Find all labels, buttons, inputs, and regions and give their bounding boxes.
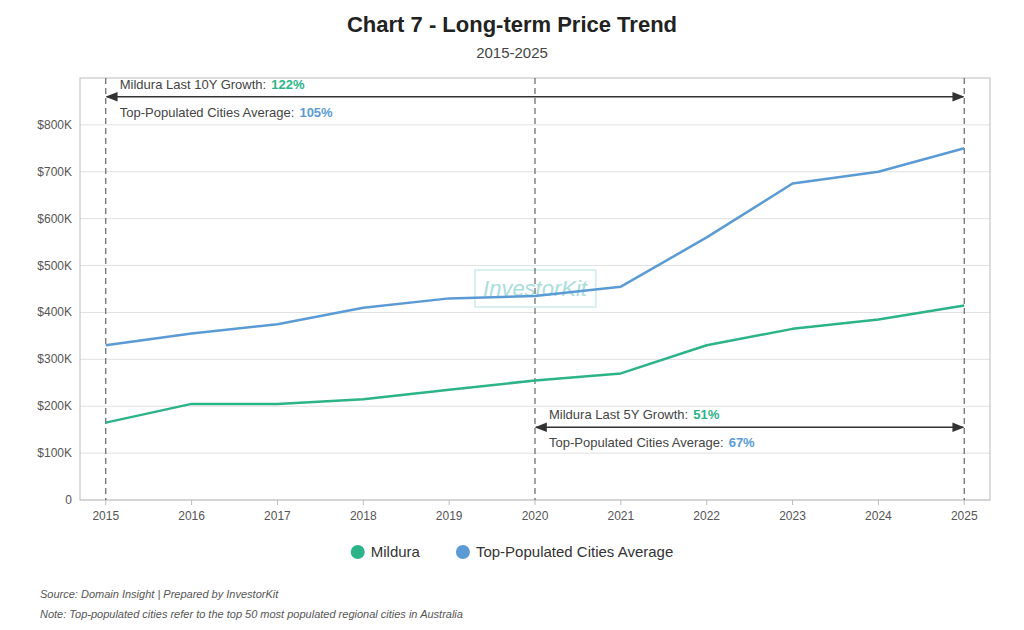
legend: Mildura Top-Populated Cities Average: [351, 543, 674, 560]
annotation-value: 67%: [729, 435, 755, 450]
plot-frame: [80, 78, 990, 500]
annotation-label: Top-Populated Cities Average:: [120, 105, 295, 120]
y-tick-label: $600K: [37, 212, 72, 226]
note-text: Note: Top-populated cities refer to the …: [40, 608, 463, 620]
x-tick: [878, 500, 879, 505]
x-tick-label: 2017: [264, 509, 291, 523]
legend-label: Top-Populated Cities Average: [476, 543, 673, 560]
y-tick-label: $700K: [37, 165, 72, 179]
grid-line: [80, 406, 990, 407]
y-tick-label: $200K: [37, 399, 72, 413]
source-text: Source: Domain Insight | Prepared by Inv…: [40, 588, 279, 600]
x-tick: [363, 500, 364, 505]
x-tick-label: 2020: [522, 509, 549, 523]
x-tick-label: 2021: [607, 509, 634, 523]
x-tick: [535, 500, 536, 505]
y-tick-label: 0: [65, 493, 72, 507]
annotation-text: Mildura Last 10Y Growth: 122%: [120, 77, 305, 92]
y-tick-label: $100K: [37, 446, 72, 460]
x-tick: [792, 500, 793, 505]
subtitle: 2015-2025: [476, 44, 548, 61]
x-tick: [964, 500, 965, 505]
annotation-text: Mildura Last 5Y Growth: 51%: [549, 407, 720, 422]
x-tick-label: 2023: [779, 509, 806, 523]
series-line: [106, 305, 965, 422]
x-tick: [620, 500, 621, 505]
y-tick-label: $300K: [37, 352, 72, 366]
x-tick-label: 2022: [693, 509, 720, 523]
reference-line: [534, 78, 535, 500]
annotation-arrow: [536, 427, 963, 429]
legend-item: Top-Populated Cities Average: [456, 543, 673, 560]
legend-item: Mildura: [351, 543, 421, 560]
x-tick: [449, 500, 450, 505]
x-tick: [706, 500, 707, 505]
y-tick-label: $400K: [37, 305, 72, 319]
annotation-value: 51%: [693, 407, 719, 422]
grid-line: [80, 124, 990, 125]
grid-line: [80, 265, 990, 266]
y-tick-label: $800K: [37, 118, 72, 132]
x-tick-label: 2015: [92, 509, 119, 523]
x-tick-label: 2018: [350, 509, 377, 523]
legend-marker: [456, 545, 470, 559]
annotation-value: 122%: [271, 77, 305, 92]
title: Chart 7 - Long-term Price Trend: [347, 12, 677, 37]
annotation-label: Mildura Last 5Y Growth:: [549, 407, 688, 422]
chart: Chart 7 - Long-term Price Trend 2015-2025…: [0, 0, 1024, 630]
legend-marker: [351, 545, 365, 559]
x-tick-label: 2019: [436, 509, 463, 523]
x-tick: [191, 500, 192, 505]
reference-line: [964, 78, 965, 500]
y-tick-label: $500K: [37, 259, 72, 273]
legend-label: Mildura: [371, 543, 421, 560]
x-tick-label: 2025: [951, 509, 978, 523]
annotation-text: Top-Populated Cities Average: 67%: [549, 435, 755, 450]
annotation-label: Top-Populated Cities Average:: [549, 435, 724, 450]
annotation-label: Mildura Last 10Y Growth:: [120, 77, 266, 92]
data-group: [106, 148, 965, 422]
x-tick-label: 2024: [865, 509, 892, 523]
reference-line: [105, 78, 106, 500]
series-line: [106, 148, 965, 345]
annotation-value: 105%: [299, 105, 333, 120]
annotation-arrow: [107, 96, 963, 98]
x-tick-label: 2016: [178, 509, 205, 523]
x-tick: [277, 500, 278, 505]
x-tick: [105, 500, 106, 505]
annotation-text: Top-Populated Cities Average: 105%: [120, 105, 333, 120]
